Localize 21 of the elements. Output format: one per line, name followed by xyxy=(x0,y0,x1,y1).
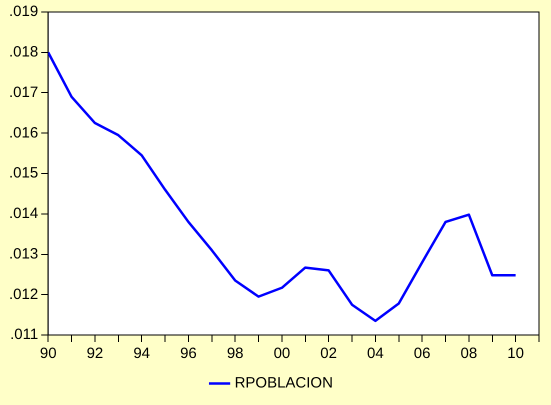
y-tick-label: .015 xyxy=(8,164,38,182)
y-tick-label: .016 xyxy=(8,124,38,142)
y-tick-label: .011 xyxy=(10,326,38,344)
x-tick-label: 02 xyxy=(320,345,337,362)
y-tick-label: .017 xyxy=(8,84,38,101)
x-tick-label: 96 xyxy=(180,345,197,362)
x-tick-label: 08 xyxy=(460,345,478,362)
legend-label: RPOBLACION xyxy=(234,374,333,392)
x-tick-label: 10 xyxy=(507,345,524,362)
x-tick-label: 92 xyxy=(86,345,104,362)
y-tick-label: .019 xyxy=(8,3,38,20)
x-tick-label: 90 xyxy=(40,345,57,362)
x-tick-label: 94 xyxy=(133,345,150,362)
y-tick-label: .012 xyxy=(8,286,38,303)
y-tick-label: .013 xyxy=(8,245,38,262)
x-tick-label: 06 xyxy=(414,345,430,362)
x-tick-label: 00 xyxy=(274,345,290,362)
y-tick-label: .014 xyxy=(8,205,38,222)
x-tick-label: 98 xyxy=(226,345,244,362)
y-tick-label: .018 xyxy=(8,44,38,61)
x-tick-label: 04 xyxy=(367,345,384,362)
